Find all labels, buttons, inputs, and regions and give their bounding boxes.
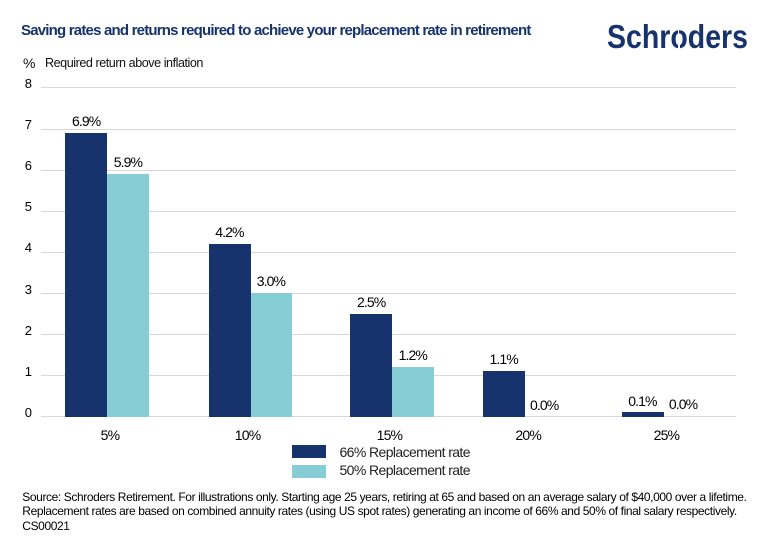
svg-text:Schroders: Schroders [607,19,748,56]
